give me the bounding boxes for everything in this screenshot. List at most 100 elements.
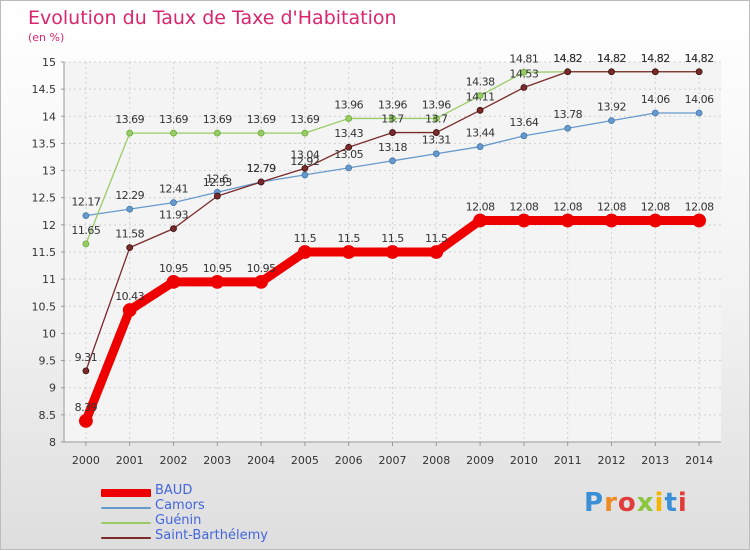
data-point-baud xyxy=(604,213,619,228)
data-point-gu-nin xyxy=(389,115,396,122)
data-label-saint-barth-lemy: 12.79 xyxy=(247,162,276,175)
data-label-camors: 12.41 xyxy=(159,183,188,196)
x-tick-label: 2011 xyxy=(554,454,582,467)
logo-letter: t xyxy=(664,488,678,518)
logo-letter: o xyxy=(617,488,637,518)
data-label-saint-barth-lemy: 13.7 xyxy=(381,113,404,126)
x-tick-label: 2006 xyxy=(335,454,363,467)
data-label-saint-barth-lemy: 14.82 xyxy=(685,52,714,65)
data-point-saint-barth-lemy xyxy=(170,225,177,233)
data-point-camors xyxy=(389,157,396,165)
data-point-gu-nin xyxy=(82,240,90,248)
data-label-gu-nin: 14.38 xyxy=(466,76,495,89)
y-tick-label: 15 xyxy=(42,56,56,69)
data-label-saint-barth-lemy: 14.82 xyxy=(597,52,626,65)
y-tick-label: 8.5 xyxy=(39,409,57,422)
data-label-camors: 13.31 xyxy=(422,134,451,147)
data-point-saint-barth-lemy xyxy=(301,164,309,172)
data-point-saint-barth-lemy xyxy=(257,178,265,186)
data-label-saint-barth-lemy: 14.11 xyxy=(466,90,495,103)
x-tick-label: 2001 xyxy=(116,454,144,467)
data-label-camors: 12.17 xyxy=(71,196,100,209)
data-point-baud xyxy=(385,245,400,259)
data-point-saint-barth-lemy xyxy=(126,244,134,252)
data-point-saint-barth-lemy xyxy=(476,106,484,114)
x-tick-label: 2002 xyxy=(160,454,188,467)
data-label-camors: 13.92 xyxy=(597,101,626,114)
data-label-gu-nin: 13.69 xyxy=(290,113,319,126)
data-point-baud xyxy=(297,245,312,259)
data-point-camors xyxy=(564,124,572,132)
data-label-gu-nin: 14.81 xyxy=(509,52,538,65)
data-point-camors xyxy=(345,164,353,172)
x-tick-label: 2013 xyxy=(641,454,669,467)
data-label-gu-nin: 13.96 xyxy=(378,98,407,111)
y-tick-label: 10.5 xyxy=(32,300,57,313)
data-point-baud xyxy=(692,213,706,228)
logo-letter: x xyxy=(636,488,655,518)
legend-swatch xyxy=(101,489,151,497)
data-label-baud: 12.08 xyxy=(641,201,670,214)
logo-letter: r xyxy=(604,488,618,518)
data-point-saint-barth-lemy xyxy=(389,129,396,136)
y-tick-label: 11.5 xyxy=(32,246,57,259)
data-label-gu-nin: 13.69 xyxy=(247,113,276,126)
data-point-saint-barth-lemy xyxy=(608,68,615,76)
data-label-saint-barth-lemy: 14.82 xyxy=(641,52,670,65)
data-label-camors: 13.44 xyxy=(466,127,495,140)
data-label-camors: 13.18 xyxy=(378,141,407,154)
data-point-baud xyxy=(79,413,93,428)
y-tick-label: 8 xyxy=(49,436,56,449)
data-point-camors xyxy=(476,143,484,151)
legend-label: BAUD xyxy=(155,483,193,498)
legend-swatch xyxy=(101,537,151,539)
data-point-camors xyxy=(520,132,528,140)
data-label-gu-nin: 13.96 xyxy=(334,98,363,111)
data-label-baud: 10.43 xyxy=(115,290,144,303)
data-point-camors xyxy=(170,199,177,207)
data-point-gu-nin xyxy=(126,129,134,137)
data-label-gu-nin: 14.82 xyxy=(685,52,714,65)
y-tick-label: 9 xyxy=(49,382,56,395)
data-label-gu-nin: 14.82 xyxy=(597,52,626,65)
y-tick-label: 12.5 xyxy=(32,192,57,205)
data-label-saint-barth-lemy: 13.04 xyxy=(290,148,319,161)
data-label-gu-nin: 14.82 xyxy=(553,52,582,65)
logo-letter: i xyxy=(677,488,688,518)
y-tick-label: 10 xyxy=(42,327,56,340)
data-point-gu-nin xyxy=(170,129,177,137)
data-label-gu-nin: 11.65 xyxy=(71,224,100,237)
data-label-camors: 13.64 xyxy=(509,116,538,129)
legend-swatch xyxy=(101,507,151,509)
y-tick-label: 9.5 xyxy=(39,355,57,368)
y-tick-label: 13.5 xyxy=(32,137,57,150)
data-label-gu-nin: 13.96 xyxy=(422,98,451,111)
data-point-camors xyxy=(608,117,615,125)
data-point-gu-nin xyxy=(476,92,484,100)
logo-letter: P xyxy=(584,488,605,518)
data-point-baud xyxy=(429,245,444,259)
y-tick-label: 13 xyxy=(42,165,56,178)
data-point-saint-barth-lemy xyxy=(345,143,353,151)
data-label-baud: 12.08 xyxy=(466,201,495,214)
data-label-baud: 12.08 xyxy=(553,201,582,214)
x-tick-label: 2014 xyxy=(685,454,713,467)
proxiti-logo: Proxiti xyxy=(584,488,688,518)
y-tick-label: 14 xyxy=(42,110,56,123)
chart-subtitle: (en %) xyxy=(28,31,65,44)
data-point-camors xyxy=(82,212,90,220)
data-label-camors: 12.6 xyxy=(206,172,229,185)
x-tick-label: 2004 xyxy=(247,454,275,467)
legend-swatch xyxy=(101,522,151,524)
data-point-saint-barth-lemy xyxy=(213,192,221,200)
data-point-saint-barth-lemy xyxy=(695,68,703,76)
data-point-baud xyxy=(648,213,663,228)
data-label-gu-nin: 13.69 xyxy=(203,113,232,126)
data-point-saint-barth-lemy xyxy=(520,84,528,91)
data-label-baud: 11.5 xyxy=(381,232,404,245)
data-point-baud xyxy=(254,274,269,289)
data-label-camors: 13.78 xyxy=(553,108,582,121)
x-tick-label: 2000 xyxy=(72,454,100,467)
data-label-baud: 12.08 xyxy=(597,201,626,214)
data-point-baud xyxy=(341,245,356,259)
